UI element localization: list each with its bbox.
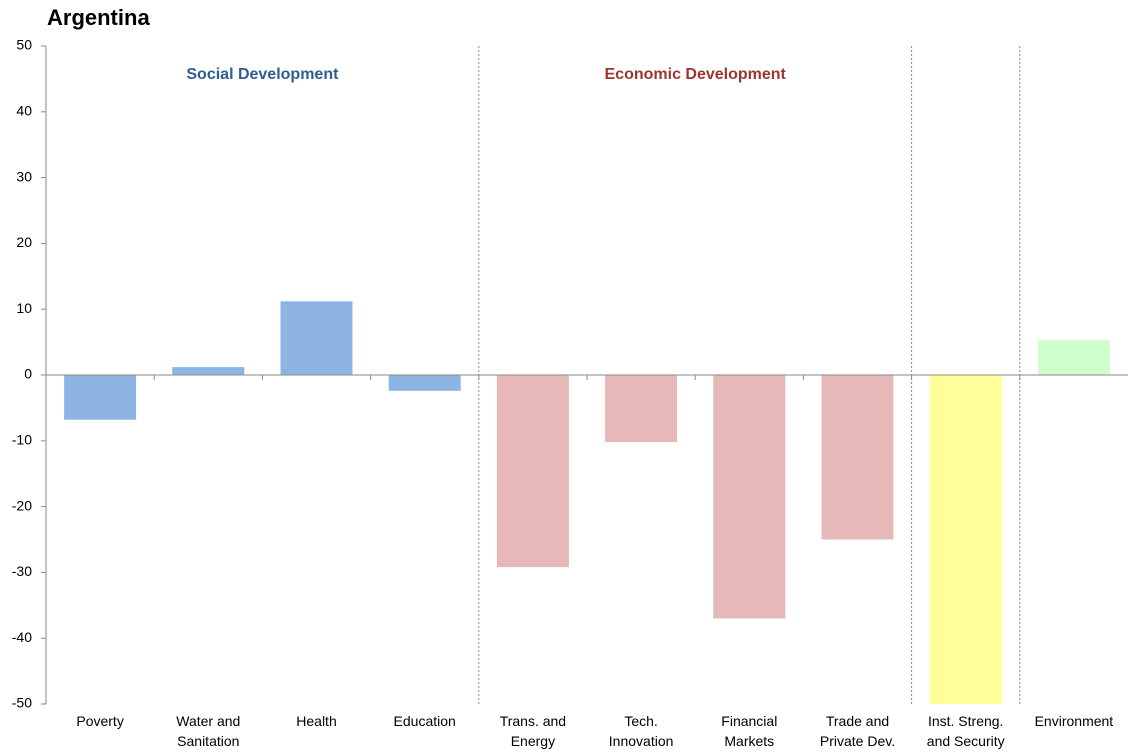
bar	[713, 375, 786, 619]
x-tick-label: Poverty	[76, 713, 123, 729]
y-tick-label: 30	[16, 168, 32, 184]
bar	[929, 375, 1002, 704]
bar	[280, 301, 353, 375]
bar	[496, 375, 569, 568]
bar	[388, 375, 461, 391]
y-tick-label: -30	[12, 563, 32, 579]
bar	[1037, 340, 1110, 375]
x-tick-label: Trade and Private Dev.	[820, 713, 895, 749]
y-tick-label: 50	[16, 37, 32, 53]
y-tick-label: -20	[12, 497, 32, 513]
group-label: Social Development	[186, 66, 339, 83]
x-tick-label: Tech. Innovation	[609, 713, 674, 749]
y-tick-label: -10	[12, 432, 32, 448]
x-tick-label: Trans. and Energy	[500, 713, 566, 749]
y-tick-label: 0	[24, 366, 32, 382]
x-tick-label: Water and Sanitation	[176, 713, 240, 749]
x-tick-label: Health	[296, 713, 336, 729]
y-tick-label: -50	[12, 695, 32, 711]
bar	[172, 367, 245, 375]
chart-title: Argentina	[47, 5, 150, 30]
y-tick-label: -40	[12, 629, 32, 645]
y-tick-label: 10	[16, 300, 32, 316]
x-tick-label: Education	[394, 713, 456, 729]
bar	[605, 375, 678, 443]
x-tick-label: Inst. Streng. and Security	[927, 713, 1005, 749]
x-tick-label: Environment	[1035, 713, 1114, 729]
group-label: Economic Development	[605, 66, 787, 83]
bar	[64, 375, 137, 420]
x-tick-label: Financial Markets	[721, 713, 777, 749]
y-tick-label: 20	[16, 234, 32, 250]
bar	[821, 375, 894, 540]
y-tick-label: 40	[16, 103, 32, 119]
